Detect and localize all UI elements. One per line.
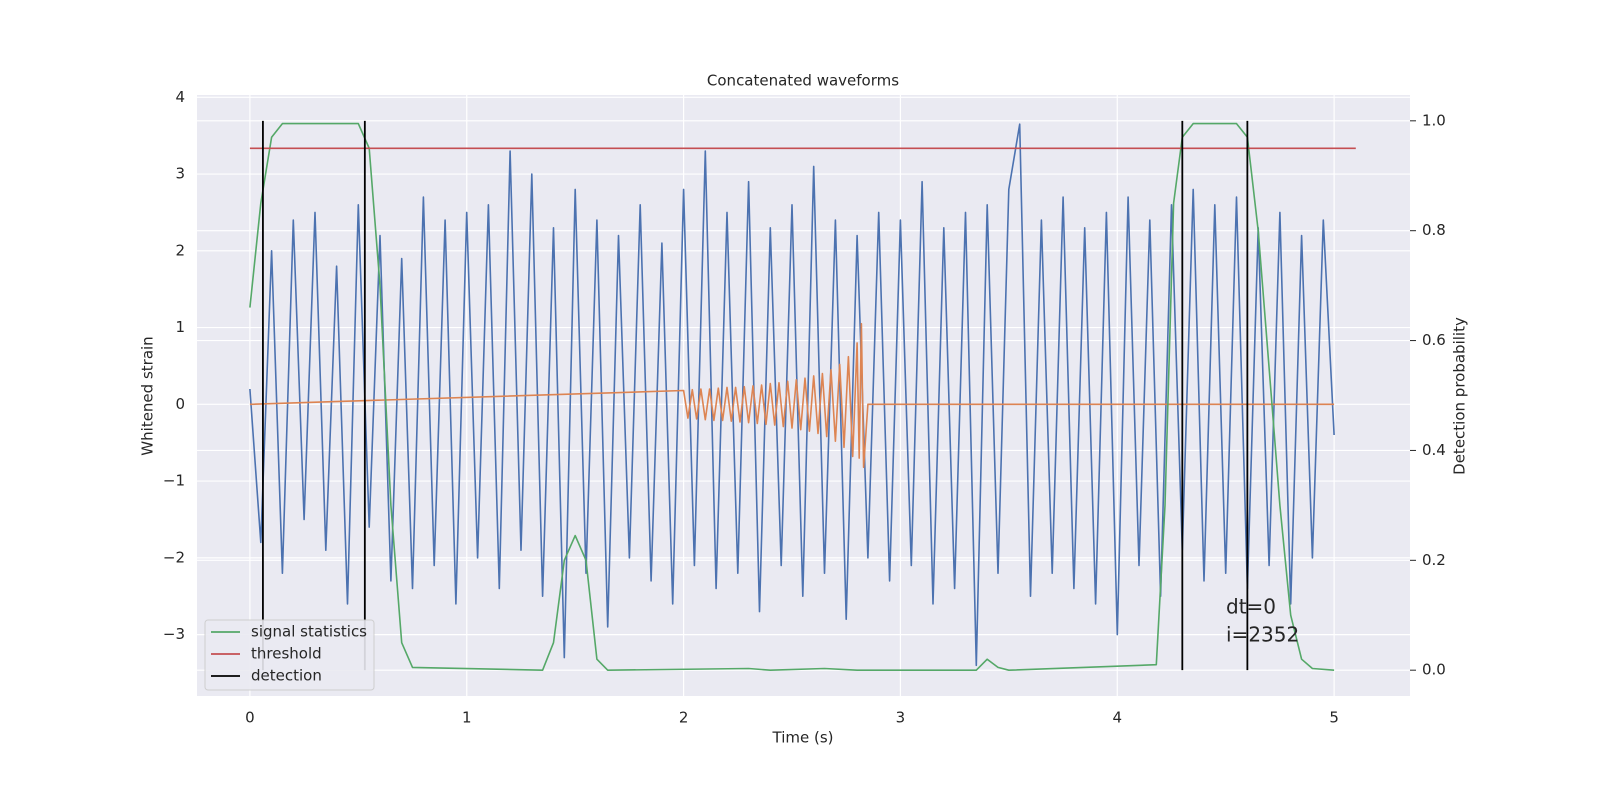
x-tick-label: 0	[245, 709, 255, 727]
legend-label: threshold	[251, 645, 322, 663]
legend-box	[204, 619, 375, 691]
series-line	[249, 122, 1335, 671]
y-tick-label: 2	[175, 241, 185, 259]
chart-title: Concatenated waveforms	[707, 72, 899, 90]
x-tick-label: 4	[1112, 709, 1122, 727]
y-tick-label: −3	[163, 625, 185, 643]
y2-tick-label: 0.8	[1422, 221, 1446, 239]
x-axis-label: Time (s)	[772, 729, 834, 747]
legend-label: detection	[251, 667, 322, 685]
y2-tick-label: 0.2	[1422, 551, 1446, 569]
x-tick-label: 3	[896, 709, 906, 727]
legend-label: signal statistics	[251, 623, 367, 641]
legend: signal statistics threshold detection	[204, 619, 375, 691]
annotation: i=2352	[1226, 623, 1299, 647]
y-tick-label: 0	[175, 395, 185, 413]
x-tick-label: 5	[1329, 709, 1339, 727]
y2-axis-label: Detection probability	[1451, 317, 1469, 475]
series-line	[249, 322, 1335, 469]
y-axis-label: Whitened strain	[139, 336, 157, 455]
x-tick-label: 1	[462, 709, 472, 727]
series-line	[249, 123, 1335, 667]
y2-tick-label: 0.6	[1422, 331, 1446, 349]
y-tick-label: 1	[175, 318, 185, 336]
x-tick-label: 2	[679, 709, 689, 727]
y2-tick-label: 0.0	[1422, 661, 1446, 679]
y-tick-label: −1	[163, 472, 185, 490]
annotation: dt=0	[1226, 595, 1276, 619]
y-tick-label: −2	[163, 548, 185, 566]
y-tick-label: 4	[175, 88, 185, 106]
y-tick-label: 3	[175, 165, 185, 183]
y2-tick-label: 1.0	[1422, 111, 1446, 129]
y2-tick-label: 0.4	[1422, 441, 1446, 459]
